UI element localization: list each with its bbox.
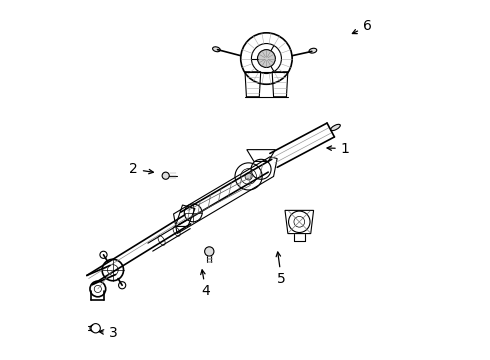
Text: 1: 1 — [327, 141, 349, 156]
Ellipse shape — [213, 47, 220, 52]
Circle shape — [162, 172, 169, 179]
Text: 6: 6 — [352, 19, 372, 33]
Ellipse shape — [309, 48, 317, 53]
Circle shape — [258, 50, 275, 67]
Circle shape — [205, 247, 214, 256]
Text: 3: 3 — [99, 326, 117, 340]
Text: 5: 5 — [276, 252, 286, 286]
Text: 2: 2 — [129, 162, 153, 176]
Circle shape — [245, 173, 252, 180]
Text: 4: 4 — [201, 270, 210, 298]
Ellipse shape — [331, 124, 340, 131]
